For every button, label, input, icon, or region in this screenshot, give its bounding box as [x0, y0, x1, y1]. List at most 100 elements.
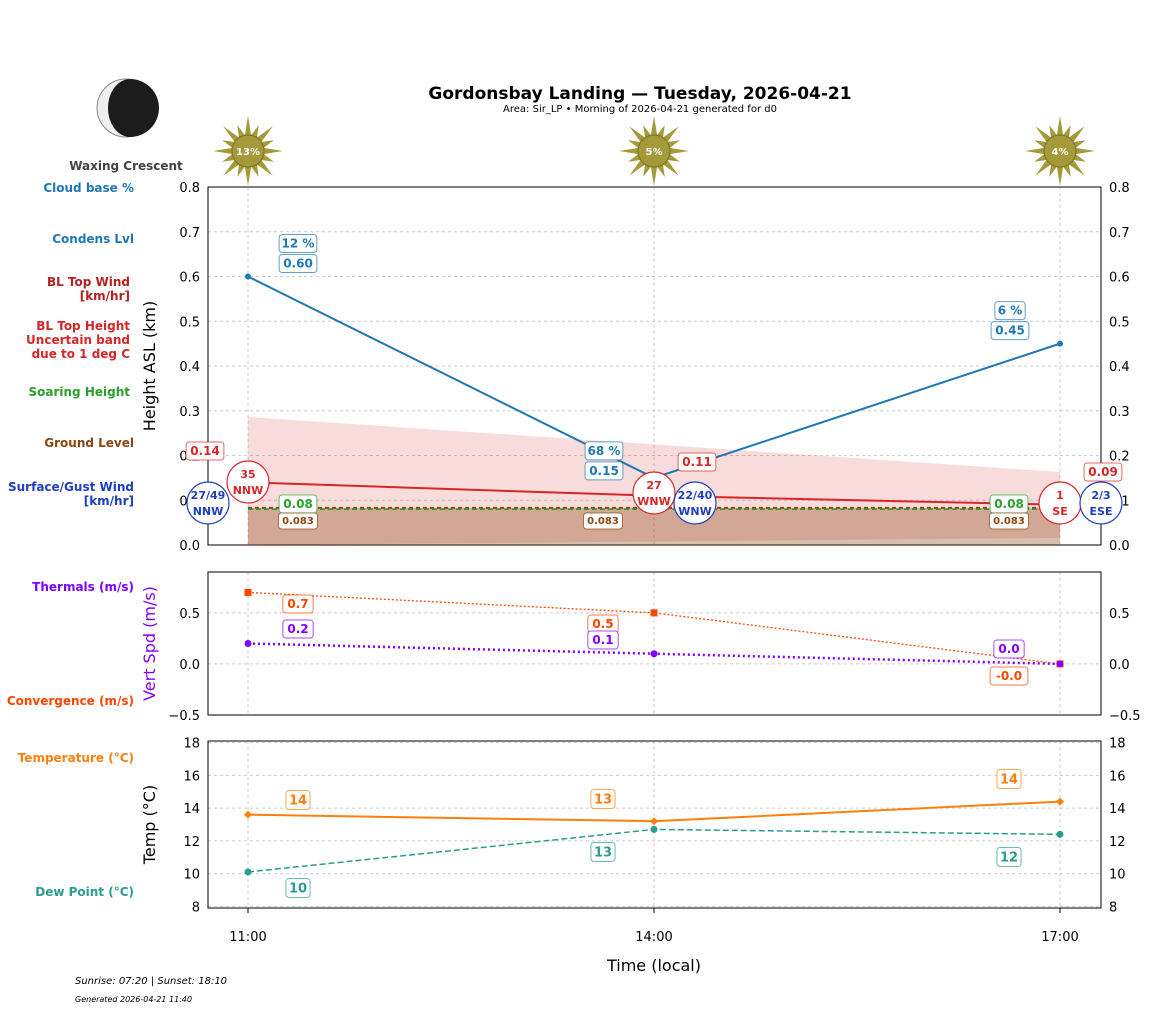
condens-level-label-box: [584, 461, 624, 481]
sun-ray: [223, 159, 240, 176]
thermals-label-box: [587, 630, 619, 650]
dew-point-label-box: [590, 842, 616, 862]
sun-ray: [628, 154, 641, 162]
moon-icon: [96, 78, 159, 138]
sun-ray: [657, 125, 665, 138]
convergence-label-box: [989, 666, 1029, 686]
temperature-label: 14: [289, 794, 307, 809]
y-tick-label: 0.5: [179, 315, 200, 330]
sun-ray: [237, 164, 245, 177]
convergence-label: -0.0: [996, 669, 1022, 683]
thermals-label: 0.1: [592, 633, 613, 647]
bl-wind-direction: SE: [1052, 505, 1067, 518]
sun-ray: [667, 140, 680, 148]
surface-wind-circle: [186, 481, 230, 525]
y-tick-label-right: 18: [1109, 737, 1126, 752]
y-tick-label-right: 16: [1109, 769, 1126, 784]
y-tick-label-right: 0.2: [1109, 450, 1130, 465]
cloud-base-pct-label-box: [584, 441, 624, 461]
temperature-point: [1056, 797, 1064, 806]
sun-ray: [251, 125, 259, 138]
convergence-point: [650, 609, 658, 617]
temperature-label-box: [590, 789, 616, 809]
footer-generated: Generated 2026-04-21 11:40: [75, 995, 192, 1004]
sun-ray: [244, 116, 252, 136]
sun-ray: [1035, 159, 1052, 176]
y-tick-label-right: 12: [1109, 835, 1126, 850]
legend-bl-top: due to 1 deg C: [32, 347, 131, 361]
soaring-height-label: 0.08: [994, 497, 1024, 511]
y-tick-label: 0.3: [179, 405, 200, 420]
thermals-point: [1056, 660, 1064, 668]
surface-wind-direction: ESE: [1090, 505, 1113, 518]
sun-ray: [662, 126, 679, 143]
axes-frame: [207, 571, 1102, 716]
bl-wind-speed: 27: [646, 479, 661, 492]
bl-wind-direction: NNW: [233, 484, 264, 497]
bl-top-label-box: [677, 452, 717, 472]
condens-level-label: 0.45: [995, 324, 1025, 338]
legend-condens-level: Condens Lvl: [52, 232, 134, 246]
temperature-point: [650, 817, 658, 826]
y-tick-label: 0.4: [179, 360, 200, 375]
y-tick-label-right: 0.0: [1109, 539, 1130, 554]
temperature-point: [244, 810, 252, 819]
legend-surface-wind: [km/hr]: [84, 494, 134, 508]
bl-wind-circle: [632, 471, 676, 515]
dew-point-point: [650, 825, 658, 833]
condens-level-label-box: [990, 321, 1030, 341]
sun-ray: [213, 147, 233, 155]
convergence-label: 0.7: [287, 597, 308, 611]
soaring-height-label: 0.08: [283, 497, 313, 511]
sun-ray: [1056, 166, 1064, 186]
y-axis-label: Height ASL (km): [140, 301, 159, 431]
y-tick-label: 8: [192, 900, 200, 915]
sun-ray: [650, 166, 658, 186]
bl-top-label: 0.09: [1088, 465, 1118, 479]
sun-ray: [261, 154, 274, 162]
bl-top-label: 0.11: [682, 455, 712, 469]
y-tick-label-right: 0.7: [1109, 226, 1130, 241]
legend-bl-top: BL Top Height: [36, 319, 130, 333]
condens-point: [245, 273, 251, 280]
sun-ray: [256, 159, 273, 176]
x-axis-label: Time (local): [606, 956, 701, 975]
moon-phase-label: Waxing Crescent: [69, 159, 183, 173]
y-tick-label: 16: [183, 769, 200, 784]
thermals-label-box: [282, 619, 314, 639]
y-tick-label-right: 0.5: [1109, 315, 1130, 330]
chart-subtitle: Area: Sir_LP • Morning of 2026-04-21 gen…: [503, 104, 777, 115]
surface-wind-circle: [673, 481, 717, 525]
bl-wind-speed: 35: [240, 468, 255, 481]
legend-bl-wind: [km/hr]: [80, 289, 130, 303]
y-tick-label-right: 8: [1109, 900, 1117, 915]
sun-ray: [643, 164, 651, 177]
y-tick-label: 0.5: [179, 607, 200, 622]
y-tick-label: −0.5: [168, 709, 200, 724]
condens-point: [1057, 340, 1063, 347]
legend-dew-point: Dew Point (°C): [35, 885, 134, 899]
cloud-base-pct-label: 68 %: [588, 444, 621, 458]
sun-ray: [1034, 154, 1047, 162]
chart-title: Gordonsbay Landing — Tuesday, 2026-04-21: [428, 84, 851, 104]
dew-point-label-box: [285, 878, 311, 898]
sun-ray: [650, 116, 658, 136]
temperature-label: 14: [1000, 773, 1018, 788]
cloud-base-pct-label-box: [278, 234, 318, 253]
legend-thermals: Thermals (m/s): [32, 580, 134, 594]
surface-wind-speed: 22/40: [678, 489, 713, 502]
convergence-point: [244, 588, 252, 596]
sun-disc: [231, 134, 265, 168]
temperature-label-box: [996, 769, 1022, 789]
sun-ray: [1063, 125, 1071, 138]
sun-ray: [628, 140, 641, 148]
ground-level-label-box: [278, 512, 318, 530]
ground-level-label-box: [989, 512, 1029, 530]
sun-ray: [1025, 147, 1045, 155]
y-tick-label-right: 0.5: [1109, 607, 1130, 622]
sun-ray: [1073, 154, 1086, 162]
y-tick-label: 18: [183, 737, 200, 752]
sun-ray: [256, 126, 273, 143]
legend-surface-wind: Surface/Gust Wind: [8, 480, 134, 494]
